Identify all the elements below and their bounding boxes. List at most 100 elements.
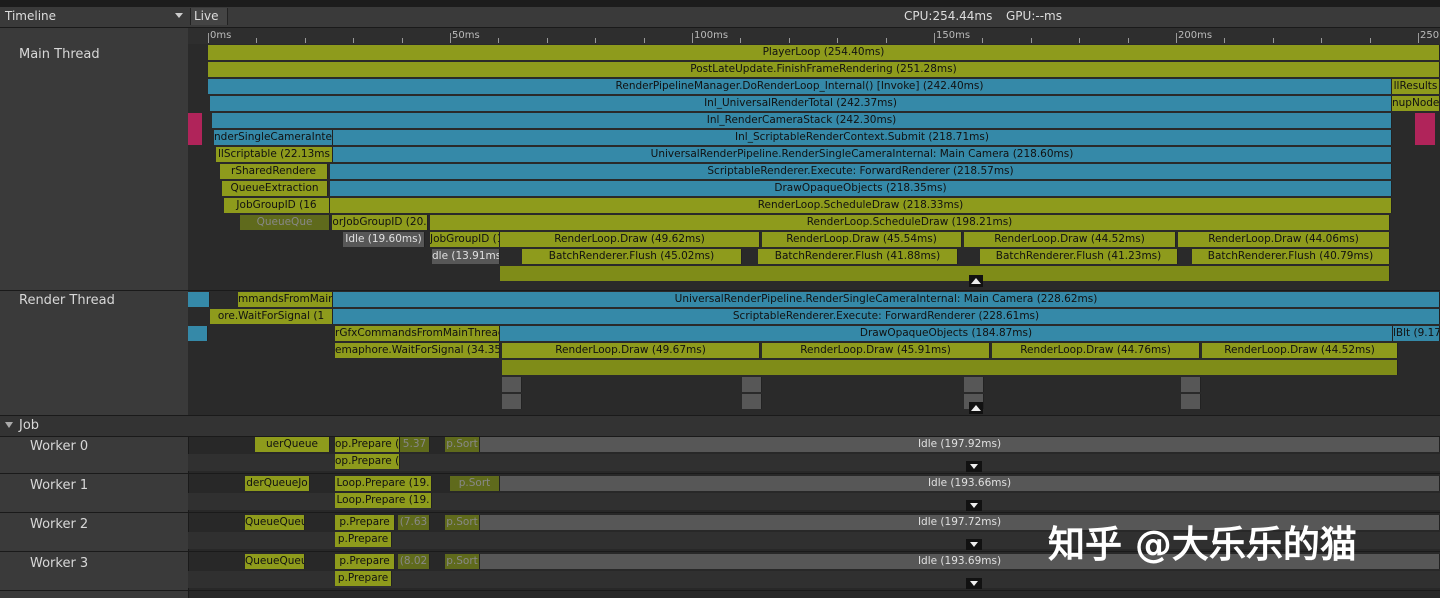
timeline-bar[interactable]: Inl_RenderCameraStack (242.30ms) — [212, 113, 1392, 128]
live-button[interactable] — [190, 8, 228, 25]
ruler-tick — [304, 38, 306, 43]
timeline-bar[interactable]: RenderLoop.Draw (49.67ms) — [502, 343, 760, 358]
timeline-bar[interactable]: ore.WaitForSignal (1 — [210, 309, 333, 324]
group-label[interactable]: Job — [19, 418, 40, 433]
timeline-bar[interactable]: Inl_UniversalRenderTotal (242.37ms) — [210, 96, 1392, 111]
timeline-bar[interactable]: PlayerLoop (254.40ms) — [208, 45, 1440, 60]
timeline-bar[interactable]: RenderLoop.ScheduleDraw (198.21ms) — [430, 215, 1390, 230]
timeline-bar[interactable]: JobGroupID (1 — [430, 232, 500, 247]
collapse-arrow[interactable] — [5, 422, 13, 428]
marker — [1415, 113, 1435, 145]
timeline-bar[interactable]: Idle (197.72ms) — [480, 515, 1440, 530]
timeline-bar[interactable]: nderSingleCameraInte — [214, 130, 333, 145]
ruler-tick — [643, 38, 645, 43]
timeline-bar[interactable]: p.Sort — [445, 437, 480, 452]
timeline-bar[interactable]: (7.63 — [398, 515, 430, 530]
worker-lane — [188, 493, 1440, 510]
timeline-bar[interactable]: p.Sort — [445, 554, 480, 569]
timeline-strip — [502, 360, 1398, 375]
timeline-bar[interactable]: Idle (193.69ms) — [480, 554, 1440, 569]
timeline-bar[interactable]: p.Sort — [450, 476, 500, 491]
ruler-tick — [740, 38, 742, 43]
timeline-bar[interactable]: Loop.Prepare (19. — [335, 476, 432, 491]
thread-label: Main Thread — [19, 47, 100, 62]
worker-lane — [188, 571, 1440, 588]
timeline-bar[interactable]: BatchRenderer.Flush (45.02ms) — [522, 249, 742, 264]
dropdown-arrow — [175, 13, 183, 18]
timeline-bar[interactable]: RenderLoop.Draw (44.06ms) — [1178, 232, 1390, 247]
timeline-bar[interactable]: QueueExtraction — [222, 181, 328, 196]
gray-block — [964, 377, 984, 392]
timeline-bar[interactable]: p.Sort — [445, 515, 480, 530]
gray-block — [502, 394, 522, 409]
ruler-tick — [1418, 33, 1419, 43]
gray-block — [742, 394, 762, 409]
timeline-bar[interactable]: emaphore.WaitForSignal (34.35m — [335, 343, 500, 358]
timeline-bar[interactable]: p.Prepare — [335, 571, 392, 586]
timeline-bar[interactable]: RenderLoop.Draw (44.76ms) — [992, 343, 1200, 358]
timeline-bar[interactable]: Idle (197.92ms) — [480, 437, 1440, 452]
timeline-bar[interactable]: PostLateUpdate.FinishFrameRendering (251… — [208, 62, 1440, 77]
timeline-bar[interactable]: mmandsFromMain — [238, 292, 333, 307]
collapse-arrow — [970, 581, 978, 586]
timeline-bar[interactable]: JobGroupID (16 — [224, 198, 330, 213]
timeline-bar[interactable]: p.Prepare — [335, 515, 395, 530]
collapse-arrow — [970, 464, 978, 469]
timeline-bar[interactable]: RenderPipelineManager.DoRenderLoop_Inter… — [208, 79, 1392, 94]
timeline-bar[interactable]: p.Prepare — [335, 554, 395, 569]
timeline-bar[interactable]: BatchRenderer.Flush (41.88ms) — [758, 249, 958, 264]
timeline-bar[interactable]: RenderLoop.Draw (44.52ms) — [1202, 343, 1398, 358]
ruler-tick — [934, 33, 935, 43]
ruler-tick — [1030, 38, 1032, 43]
timeline-bar[interactable]: QueueQueu — [245, 515, 305, 530]
timeline-bar[interactable]: ScriptableRenderer.Execute: ForwardRende… — [333, 309, 1440, 324]
timeline-bar[interactable]: DrawOpaqueObjects (218.35ms) — [330, 181, 1392, 196]
timeline-bar[interactable]: Idle (19.60ms) — [343, 232, 425, 247]
separator — [0, 290, 1440, 291]
timeline-bar[interactable]: ScriptableRenderer.Execute: ForwardRende… — [330, 164, 1392, 179]
ruler-tick — [1272, 38, 1274, 43]
timeline-bar[interactable]: UniversalRenderPipeline.RenderSingleCame… — [333, 292, 1440, 307]
timeline-bar[interactable]: QueueQueu — [245, 554, 305, 569]
ruler-tick — [256, 38, 258, 43]
timeline-bar[interactable]: 5.37 — [400, 437, 430, 452]
marker — [188, 113, 202, 145]
ruler-label: 0ms — [210, 30, 232, 41]
timeline-bar[interactable]: rSharedRendere — [220, 164, 328, 179]
timeline-bar[interactable]: QueueQue — [240, 215, 330, 230]
timeline-bar[interactable]: nupNode — [1392, 96, 1440, 111]
timeline-bar[interactable]: uerQueue — [255, 437, 330, 452]
timeline-bar[interactable]: RenderLoop.ScheduleDraw (218.33ms) — [330, 198, 1392, 213]
timeline-bar[interactable]: dle (13.91ms — [432, 249, 500, 264]
timeline-bar[interactable]: RenderLoop.Draw (45.91ms) — [762, 343, 990, 358]
ruler-tick — [353, 38, 355, 43]
timeline-bar[interactable]: derQueueJo — [245, 476, 310, 491]
timeline-bar[interactable]: Loop.Prepare (19. — [335, 493, 432, 508]
timeline-bar[interactable]: op.Prepare ( — [335, 437, 400, 452]
timeline-bar[interactable]: rGfxCommandsFromMainThread — [335, 326, 500, 341]
timeline-bar[interactable]: (8.02 — [398, 554, 430, 569]
timeline-bar[interactable]: Inl_ScriptableRenderContext.Submit (218.… — [333, 130, 1392, 145]
view-dropdown[interactable]: Timeline — [5, 9, 57, 23]
ruler-label: 250 — [1420, 30, 1440, 41]
timeline-bar[interactable]: op.Prepare ( — [335, 454, 400, 469]
timeline-bar[interactable]: UniversalRenderPipeline.RenderSingleCame… — [333, 147, 1392, 162]
timeline-bar[interactable]: BatchRenderer.Flush (40.79ms) — [1192, 249, 1390, 264]
timeline-bar[interactable]: RenderLoop.Draw (45.54ms) — [762, 232, 962, 247]
timeline-bar[interactable]: RenderLoop.Draw (44.52ms) — [964, 232, 1176, 247]
worker-label: Worker 2 — [30, 517, 89, 532]
ruler-label: 200ms — [1178, 30, 1213, 41]
time-ruler — [188, 28, 1440, 44]
timeline-bar[interactable]: orJobGroupID (20. — [332, 215, 428, 230]
timeline-bar[interactable]: DrawOpaqueObjects (184.87ms) — [500, 326, 1393, 341]
timeline-bar[interactable]: llResults — [1392, 79, 1440, 94]
timeline-strip — [188, 326, 208, 341]
timeline-bar[interactable]: Idle (193.66ms) — [500, 476, 1440, 491]
timeline-bar[interactable]: BatchRenderer.Flush (41.23ms) — [980, 249, 1178, 264]
timeline-bar[interactable]: RenderLoop.Draw (49.62ms) — [500, 232, 760, 247]
gray-block — [1181, 394, 1201, 409]
worker-label: Worker 0 — [30, 439, 89, 454]
timeline-bar[interactable]: lBlt (9.17 — [1393, 326, 1440, 341]
timeline-bar[interactable]: p.Prepare — [335, 532, 392, 547]
timeline-bar[interactable]: llScriptable (22.13ms — [216, 147, 333, 162]
